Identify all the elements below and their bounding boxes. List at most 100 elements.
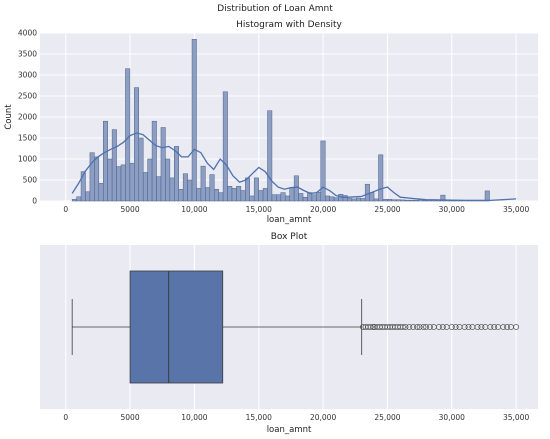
histogram-bar	[222, 91, 228, 202]
outlier-point	[410, 324, 417, 330]
histogram-bar	[107, 158, 113, 202]
boxplot-body	[71, 270, 363, 384]
outlier-point	[487, 324, 494, 330]
outlier-point	[448, 324, 455, 330]
boxplot-x-tick-label: 15,000	[246, 413, 272, 422]
histogram-bar	[205, 187, 211, 202]
histogram-bar	[231, 188, 237, 202]
histogram-bar	[369, 192, 375, 202]
histogram-bar	[80, 171, 86, 202]
histogram-bar	[174, 146, 179, 202]
boxplot-x-tick-label: 10,000	[181, 413, 207, 422]
histogram-bar	[187, 179, 193, 202]
histogram-title: Histogram with Density	[236, 20, 342, 30]
outlier-point	[370, 324, 377, 330]
boxplot-outliers	[360, 324, 520, 330]
outlier-point	[423, 324, 429, 330]
histogram-bar	[134, 87, 140, 202]
boxplot-title: Box Plot	[271, 232, 308, 242]
outlier-point	[500, 324, 507, 330]
histogram-bar	[382, 199, 388, 202]
histogram-bar	[396, 199, 401, 202]
histogram-bar	[258, 190, 264, 202]
outlier-point	[414, 324, 420, 330]
histogram-bar	[298, 193, 304, 202]
histogram-bar	[391, 199, 397, 202]
boxplot-x-tick-label: 30,000	[439, 413, 465, 422]
boxplot-x-tick-label: 5000	[121, 413, 140, 422]
histogram-y-tick-label: 4000	[18, 29, 37, 38]
density-curve	[71, 132, 517, 202]
histogram-bar	[280, 192, 286, 202]
histogram-bars	[71, 39, 490, 202]
histogram-y-tick-label: 1500	[18, 134, 37, 143]
histogram-bar	[160, 127, 166, 202]
histogram-y-ticks: 0 500 1000 1500 2000 2500 3000 3500 4000	[18, 29, 37, 206]
boxplot-x-tick-label: 35,000	[503, 413, 529, 422]
histogram-bar	[351, 198, 357, 202]
outlier-point	[399, 324, 406, 330]
outlier-point	[427, 324, 433, 330]
boxplot-panel: 0 5000 10,000 15,000 20,000 25,000 30,000 35,00…	[40, 245, 538, 422]
histogram-bar	[342, 195, 348, 202]
histogram-bar	[267, 110, 273, 202]
outlier-point	[420, 324, 427, 330]
boxplot-x-tick-label: 25,000	[374, 413, 400, 422]
histogram-bar	[169, 177, 175, 202]
histogram-bar	[120, 164, 126, 202]
outlier-point	[367, 324, 374, 330]
histogram-bar	[302, 196, 308, 202]
outlier-point	[478, 324, 485, 330]
histogram-bar	[409, 199, 415, 202]
histogram-bar	[293, 175, 299, 202]
histogram-x-tick-label: 15,000	[246, 205, 272, 214]
histogram-y-label: Count	[4, 104, 14, 130]
histogram-bar	[213, 188, 219, 202]
histogram-bar	[98, 183, 104, 202]
histogram-bar	[156, 176, 162, 202]
histogram-bar	[373, 198, 379, 202]
histogram-bar	[165, 158, 171, 202]
histogram-bar	[400, 199, 406, 202]
histogram-bar	[71, 199, 77, 202]
histogram-bar	[178, 188, 184, 202]
histogram-x-tick-label: 20,000	[310, 205, 336, 214]
boxplot-x-ticks: 0 5000 10,000 15,000 20,000 25,000 30,000 35,00…	[63, 413, 529, 422]
histogram-y-tick-label: 0	[32, 197, 37, 206]
outlier-point	[436, 324, 442, 330]
histogram-bar	[151, 120, 157, 202]
outlier-point	[439, 324, 446, 330]
histogram-x-label: loan_amnt	[267, 215, 312, 225]
histogram-bar	[142, 172, 148, 202]
histogram-bar	[333, 197, 339, 202]
outlier-point	[452, 324, 459, 330]
histogram-bar	[245, 177, 251, 202]
histogram-bar	[378, 154, 384, 202]
outlier-point	[474, 324, 481, 330]
histogram-bar	[324, 195, 330, 202]
figure-suptitle: Distribution of Loan Amnt	[217, 4, 333, 14]
histogram-bar	[316, 191, 322, 202]
boxplot-x-label: loan_amnt	[267, 425, 312, 435]
histogram-bar	[236, 186, 242, 202]
outlier-point	[416, 324, 423, 330]
histogram-x-tick-label: 30,000	[439, 205, 465, 214]
histogram-y-tick-label: 2500	[18, 92, 37, 101]
histogram-bar	[94, 156, 100, 202]
outlier-point	[402, 324, 409, 330]
outlier-point	[491, 324, 498, 330]
histogram-bar	[311, 194, 317, 202]
histogram-bar	[413, 199, 419, 202]
histogram-bar	[253, 177, 259, 202]
histogram-bar	[271, 194, 277, 202]
histogram-bar	[89, 152, 95, 202]
boxplot-x-tick-label: 0	[63, 413, 68, 422]
outlier-point	[465, 324, 472, 330]
outlier-point	[513, 324, 520, 330]
histogram-y-tick-label: 3500	[18, 50, 37, 59]
histogram-x-ticks: 0 5000 10,000 15,000 20,000 25,000 30,000 35,00…	[63, 205, 529, 214]
histogram-bar	[227, 186, 233, 202]
histogram-bar	[364, 183, 370, 202]
histogram-bar	[196, 188, 202, 202]
